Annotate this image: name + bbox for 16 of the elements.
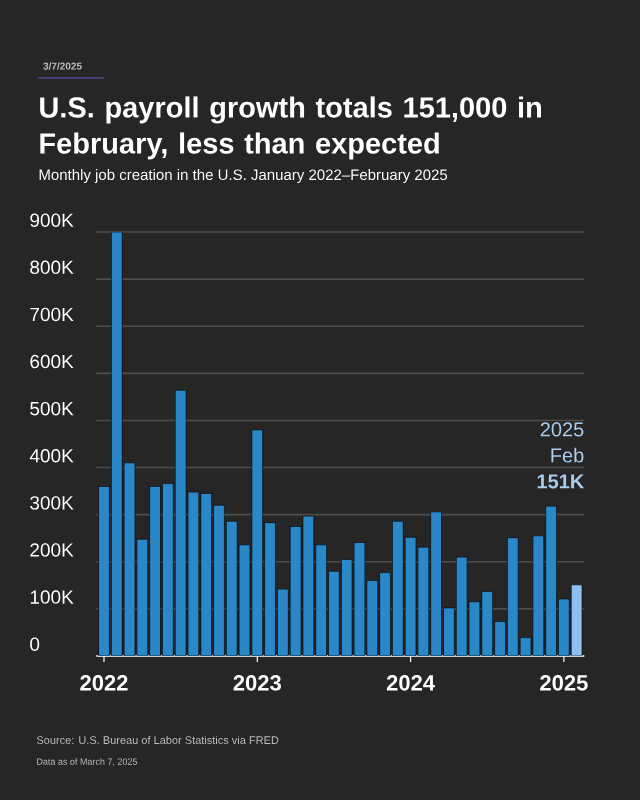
x-tick-label: 2024 — [386, 675, 435, 691]
x-tick-label: 2022 — [80, 675, 128, 691]
y-tick-label: 200K — [30, 543, 74, 557]
y-tick-label: 0 — [30, 637, 40, 651]
y-tick-label: 400K — [29, 449, 74, 463]
y-tick-label: 100K — [30, 590, 74, 604]
y-tick-label: 900K — [30, 213, 74, 227]
annotation: 2025 Feb 151K — [537, 422, 585, 489]
y-tick-label: 500K — [30, 401, 74, 416]
x-tick-label: 2023 — [233, 675, 281, 691]
y-tick-label: 600K — [30, 354, 74, 369]
y-tick-label: 800K — [30, 260, 74, 275]
y-tick-label: 700K — [30, 307, 74, 322]
y-tick-label: 300K — [30, 496, 74, 510]
x-tick-label: 2025 — [540, 675, 588, 691]
chart-title: U.S. payroll growth totals 151,000 in February, less than expected — [40, 96, 541, 160]
